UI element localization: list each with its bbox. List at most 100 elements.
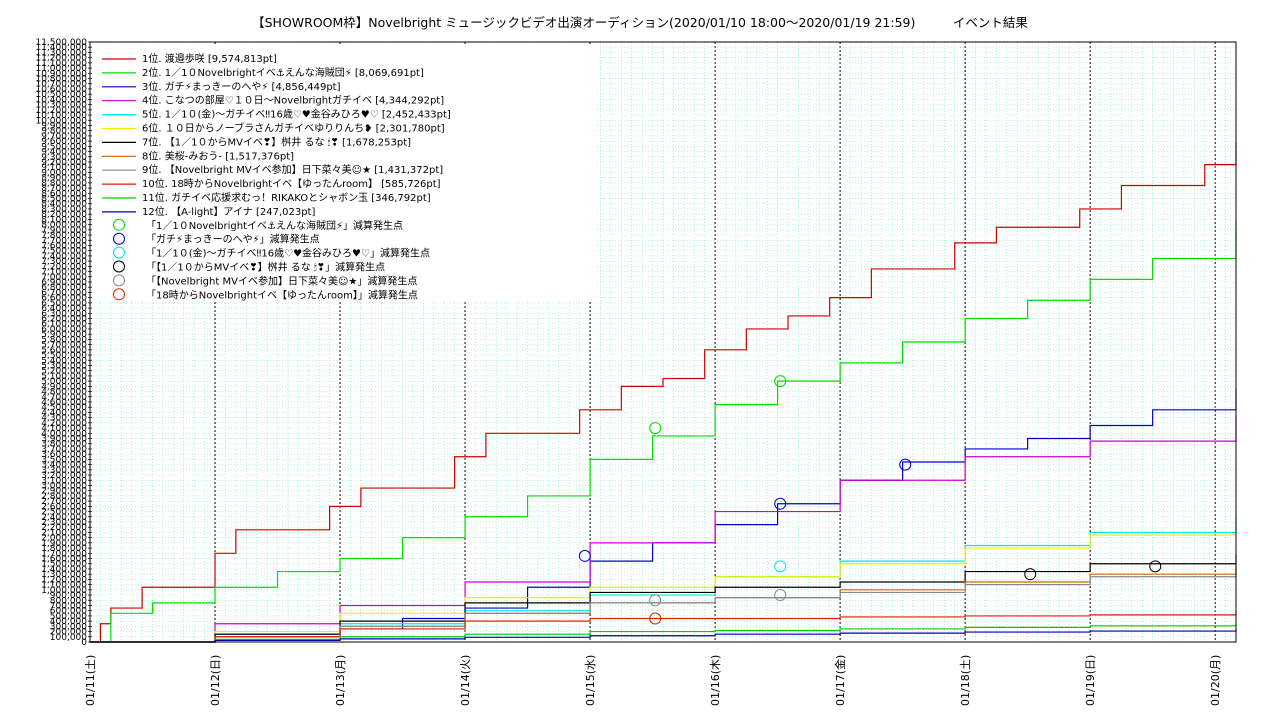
y-tick-label: 7,000,000 (41, 273, 87, 283)
y-tick-label: 600,000 (50, 607, 87, 617)
x-axis-ticks: 01/11(土) 01/12(日) 01/13(月) 01/14(火) 01/15(水)… (84, 655, 1222, 706)
y-tick-label: 9,100,000 (41, 163, 87, 173)
y-tick-label: 6,000,000 (41, 325, 87, 335)
series-line (90, 220, 1237, 643)
y-tick-label: 1,500,000 (41, 560, 87, 570)
y-tick-label: 2,300,000 (41, 518, 87, 528)
y-tick-label: 7,100,000 (41, 268, 87, 278)
y-tick-label: 1,000,000 (41, 586, 87, 596)
chart-title: 【SHOWROOM枠】Novelbright ミュージックビデオ出演オーディショ… (252, 15, 1028, 30)
x-tick-label: 01/20(月) (1209, 655, 1222, 706)
reduction-marker (578, 549, 591, 562)
legend-background (91, 44, 597, 301)
y-tick-label: 10,100,000 (35, 111, 87, 121)
y-tick-label: 7,400,000 (41, 252, 87, 262)
legend-label: 「【Novelbright MVイベ参加】日下菜々美☺★」減算発生点 (146, 274, 417, 287)
y-tick-label: 5,800,000 (41, 335, 87, 345)
reduction-marker (649, 422, 662, 435)
y-tick-label: 4,800,000 (41, 388, 87, 398)
y-tick-label: 4,300,000 (41, 414, 87, 424)
y-tick-label: 1,100,000 (41, 581, 87, 591)
x-tick: 01/11(土) (84, 655, 97, 706)
y-axis-ticks: 0100,000200,000300,000400,000500,000600,… (35, 38, 92, 648)
x-tick-label: 01/15(水) (584, 655, 597, 706)
y-tick-label: 4,100,000 (41, 424, 87, 434)
y-tick-label: 6,400,000 (41, 304, 87, 314)
legend-marker (113, 218, 125, 231)
y-tick-label: 5,100,000 (41, 372, 87, 382)
legend-marker (113, 232, 125, 245)
y-tick-label: 8,600,000 (41, 189, 87, 199)
x-tick: 01/16(木) (709, 655, 722, 706)
y-tick-label: 9,400,000 (41, 148, 87, 158)
y-tick-label: 2,100,000 (41, 528, 87, 538)
y-tick-label: 3,600,000 (41, 450, 87, 460)
reduction-marker (774, 589, 787, 602)
y-tick-label: 1,400,000 (41, 565, 87, 575)
x-tick: 01/15(水) (584, 655, 597, 706)
y-tick-label: 9,700,000 (41, 132, 87, 142)
marker-points (578, 375, 1162, 625)
y-tick-label: 7,800,000 (41, 231, 87, 241)
y-tick-label: 8,400,000 (41, 200, 87, 210)
reduction-marker (1024, 568, 1037, 581)
y-tick-label: 6,100,000 (41, 320, 87, 330)
y-tick-label: 6,900,000 (41, 278, 87, 288)
y-tick-label: 5,600,000 (41, 346, 87, 356)
y-tick-label: 1,700,000 (41, 549, 87, 559)
y-tick-label: 5,400,000 (41, 356, 87, 366)
y-tick-label: 3,100,000 (41, 476, 87, 486)
y-tick-label: 400,000 (50, 617, 87, 627)
y-tick-label: 1,800,000 (41, 544, 87, 554)
y-tick-label: 10,800,000 (35, 75, 87, 85)
y-tick-label: 9,500,000 (41, 142, 87, 152)
y-tick-label: 9,300,000 (41, 153, 87, 163)
y-tick-label: 7,600,000 (41, 241, 87, 251)
reduction-marker (774, 497, 787, 510)
reduction-marker (649, 594, 662, 607)
legend-label: 4位. こなつの部屋♡１０日～Novelbrightガチイベ [4,344,29… (142, 94, 444, 107)
y-tick-label: 9,200,000 (41, 158, 87, 168)
y-tick-label: 9,600,000 (41, 137, 87, 147)
y-tick-label: 10,000,000 (35, 116, 87, 126)
y-tick-label: 7,500,000 (41, 247, 87, 257)
y-tick-label: 8,700,000 (41, 184, 87, 194)
legend-label: 5位. 1／1０(金)～ガチイベ‼16歳♡♥金谷みひろ♥♡ [2,452,433… (142, 108, 451, 121)
y-tick-label: 10,200,000 (35, 106, 87, 116)
y-tick-label: 2,700,000 (41, 497, 87, 507)
legend-label: 6位. １０日からノーブラさんガチイベゆりりんち❥ [2,301,780pt] (142, 122, 445, 135)
legend-label: 12位. 【A-light】アイナ [247,023pt] (142, 205, 315, 218)
x-tick-label: 01/19(日) (1084, 655, 1097, 706)
legend-label: 2位. 1／1０Novelbrightイベ⚓えんな海賊団⚡ [8,069,691… (142, 66, 424, 79)
legend-marker (113, 274, 125, 287)
y-tick-label: 5,700,000 (41, 341, 87, 351)
y-tick-label: 11,400,000 (35, 43, 87, 53)
y-tick-label: 3,900,000 (41, 435, 87, 445)
y-tick-label: 500,000 (50, 612, 87, 622)
y-tick-label: 2,800,000 (41, 492, 87, 502)
y-tick-label: 2,500,000 (41, 508, 87, 518)
y-tick-label: 11,300,000 (35, 48, 87, 58)
y-tick-label: 8,900,000 (41, 174, 87, 184)
y-tick-label: 4,200,000 (41, 419, 87, 429)
legend-label: 11位. ガチイベ応援求むっ！RIKAKOとシャボン玉 [346,792pt] (142, 191, 431, 204)
legend-label: 1位. 渡邉歩咲 [9,574,813pt] (142, 52, 277, 65)
y-tick-label: 10,600,000 (35, 85, 87, 95)
y-tick-label: 0 (81, 638, 87, 648)
y-tick-label: 5,900,000 (41, 330, 87, 340)
legend-marker (113, 260, 125, 273)
reduction-marker (649, 612, 662, 625)
y-tick-label: 1,900,000 (41, 539, 87, 549)
y-tick-label: 8,200,000 (41, 210, 87, 220)
y-tick-label: 3,500,000 (41, 455, 87, 465)
y-tick-label: 5,300,000 (41, 361, 87, 371)
y-tick-label: 10,400,000 (35, 95, 87, 105)
legend-label: 10位. 18時からNovelbrightイベ【ゆったんroom】 [585,7… (142, 177, 441, 190)
reduction-marker (774, 375, 787, 388)
reduction-marker (899, 458, 912, 471)
y-tick-label: 3,300,000 (41, 466, 87, 476)
y-tick-label: 900,000 (50, 591, 87, 601)
legend-label: 「18時からNovelbrightイベ【ゆったんroom】」減算発生点 (146, 288, 418, 301)
y-tick-label: 1,200,000 (41, 575, 87, 585)
